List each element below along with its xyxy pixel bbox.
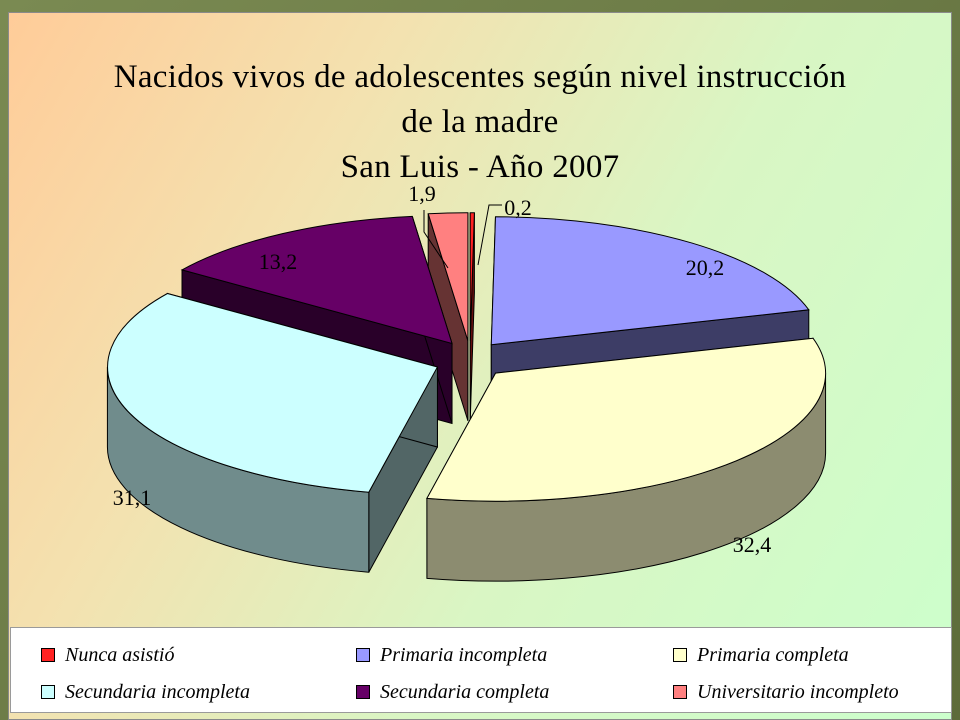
legend-swatch (673, 685, 687, 699)
pie-slice-top-4 (180, 215, 453, 345)
legend-label: Universitario incompleto (697, 680, 899, 703)
title-line-1: Nacidos vivos de adolescentes según nive… (113, 59, 847, 95)
legend-label: Secundaria incompleta (65, 680, 250, 703)
legend-swatch (41, 648, 55, 662)
chart-legend: Nunca asistió Primaria incompleta Primar… (10, 627, 952, 713)
legend-swatch (356, 685, 370, 699)
pie-slice-top-1 (490, 216, 810, 346)
legend-swatch (356, 648, 370, 662)
chart-title: Nacidos vivos de adolescentes según nive… (0, 55, 960, 190)
pie-tops (107, 212, 827, 502)
pie-slice-top-0 (469, 212, 475, 341)
legend-item-secundaria-completa: Secundaria completa (356, 677, 549, 707)
legend-swatch (41, 685, 55, 699)
title-line-2: de la madre (401, 104, 559, 140)
legend-item-universitario-incompleto: Universitario incompleto (673, 677, 899, 707)
data-label: 20,2 (686, 255, 725, 280)
legend-label: Primaria completa (697, 643, 849, 666)
pie-slice-top-2 (426, 337, 827, 502)
pie-slice-top-3 (107, 292, 439, 493)
title-line-3: San Luis - Año 2007 (340, 149, 620, 185)
data-label: 13,2 (259, 249, 298, 274)
legend-item-primaria-completa: Primaria completa (673, 640, 849, 670)
legend-item-nunca-asistio: Nunca asistió (41, 640, 174, 670)
data-labels: 0,2 20,2 32,4 31,1 13,2 1,9 (113, 181, 772, 557)
data-label: 31,1 (113, 485, 152, 510)
legend-label: Nunca asistió (65, 643, 175, 666)
pie-slice-top-5 (427, 212, 469, 341)
legend-item-primaria-incompleta: Primaria incompleta (356, 640, 547, 670)
legend-item-secundaria-incompleta: Secundaria incompleta (41, 677, 250, 707)
legend-swatch (673, 648, 687, 662)
leader-line (477, 204, 502, 266)
legend-label: Secundaria completa (380, 680, 550, 703)
data-label: 0,2 (504, 195, 532, 220)
leader-line (423, 210, 449, 269)
data-label: 32,4 (733, 532, 772, 557)
data-label: 1,9 (408, 181, 436, 206)
legend-label: Primaria incompleta (380, 643, 548, 666)
